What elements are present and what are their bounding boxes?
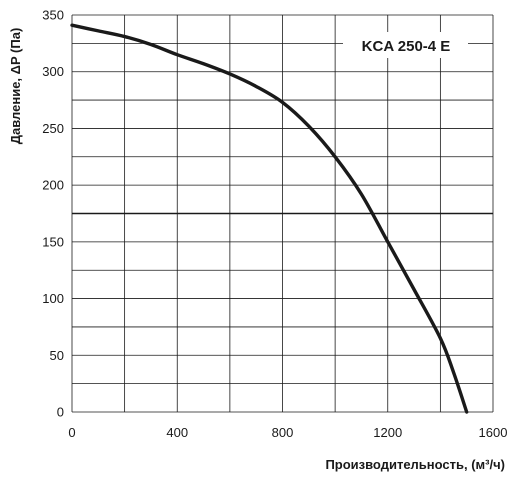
y-tick-label: 150 [42, 234, 64, 249]
y-tick-label: 50 [50, 348, 64, 363]
y-tick-label: 100 [42, 291, 64, 306]
y-tick-label: 250 [42, 121, 64, 136]
x-tick-label: 800 [272, 425, 294, 440]
y-tick-label: 300 [42, 64, 64, 79]
x-tick-label: 1600 [479, 425, 508, 440]
y-tick-label: 0 [57, 405, 64, 420]
series-layer [70, 23, 469, 414]
y-tick-label: 200 [42, 178, 64, 193]
x-tick-label: 400 [166, 425, 188, 440]
x-tick-label: 0 [68, 425, 75, 440]
x-axis-title: Производительность, (м³/ч) [325, 457, 505, 472]
x-tick-label: 1200 [373, 425, 402, 440]
x-tick-labels: 0 400 800 1200 1600 [68, 425, 507, 440]
model-label: KCA 250-4 E [362, 38, 451, 55]
model-label-background [343, 32, 468, 58]
y-tick-labels: 0 50 100 150 200 250 300 350 [42, 8, 64, 420]
y-axis-title: Давление, ΔP (Па) [8, 28, 23, 145]
fan-curve-line [70, 23, 469, 414]
y-tick-label: 350 [42, 8, 64, 23]
